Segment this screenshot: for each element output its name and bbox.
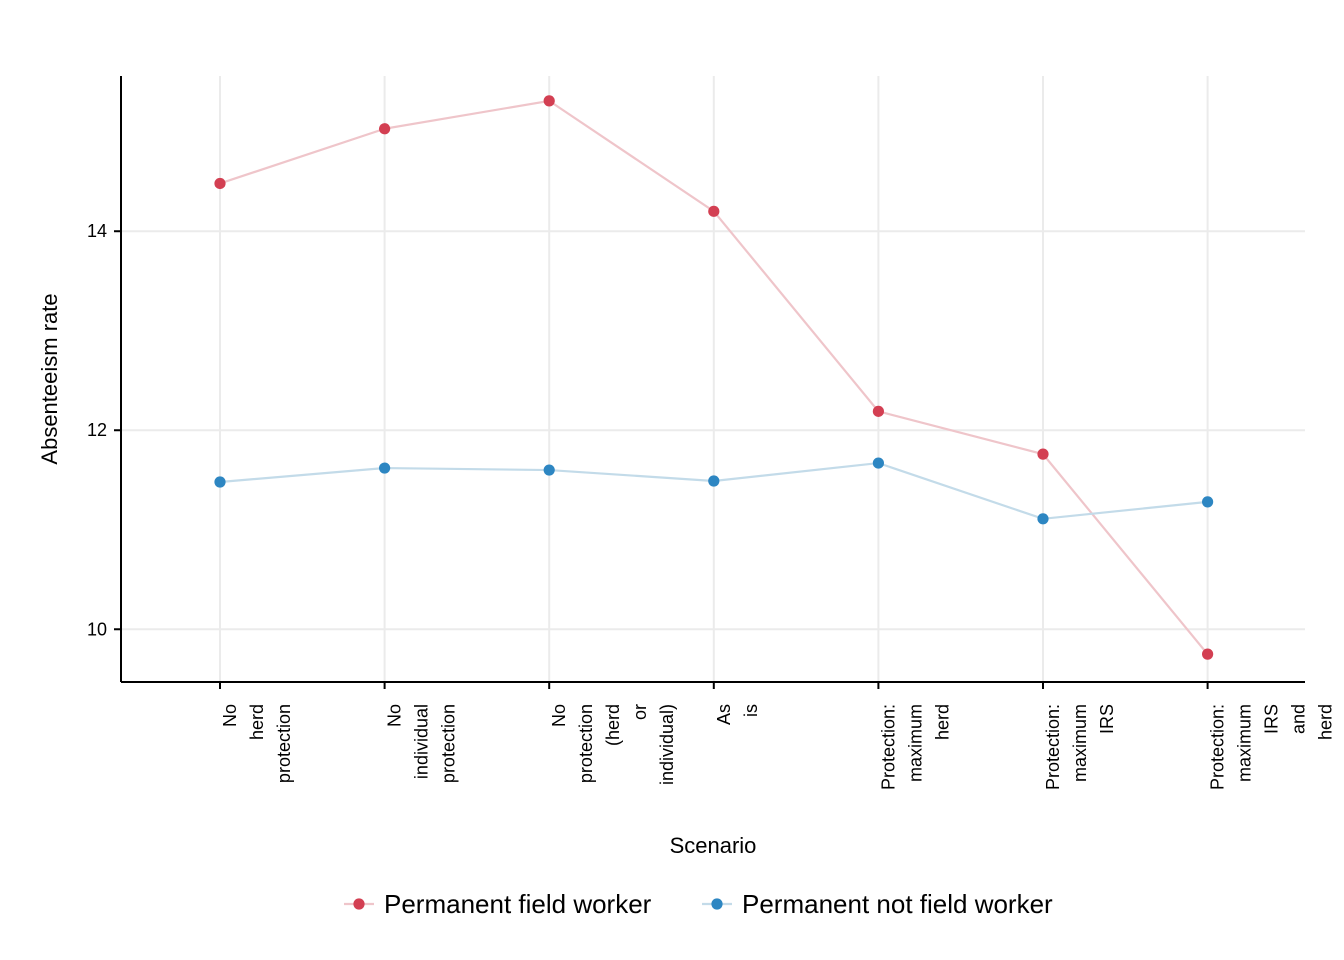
y-tick-label: 14 — [87, 221, 107, 241]
y-tick-label: 10 — [87, 619, 107, 639]
data-point — [379, 123, 391, 135]
data-point — [1037, 513, 1049, 525]
x-tick-label: IRS — [1262, 704, 1282, 734]
x-tick-label: and — [1289, 704, 1309, 734]
legend-key-point — [711, 898, 723, 910]
x-tick-label: maximum — [1235, 704, 1255, 782]
data-point — [1202, 648, 1214, 660]
y-ticks: 10 12 14 — [87, 221, 121, 639]
data-point — [1037, 448, 1049, 460]
data-point — [379, 462, 391, 474]
x-tick-label: herd — [932, 704, 952, 740]
x-tick-label: Protection: — [1043, 704, 1063, 790]
x-axis-title: Scenario — [670, 833, 757, 858]
x-tick-label: individual) — [657, 704, 677, 785]
x-tick-label: No — [385, 704, 405, 727]
x-tick-label: Protection: — [1208, 704, 1228, 790]
series-points — [214, 95, 1214, 660]
data-point — [543, 464, 555, 476]
legend: Permanent field worker Permanent not fiel… — [344, 889, 1053, 919]
x-tick-label: No — [549, 704, 569, 727]
x-tick-label: maximum — [905, 704, 925, 782]
x-tick-label: herd — [1316, 704, 1336, 740]
x-tick-label: individual — [412, 704, 432, 779]
data-point — [708, 475, 720, 487]
x-tick-label: Protection: — [878, 704, 898, 790]
x-tick-label: protection — [274, 704, 294, 783]
x-tick-label: As — [714, 704, 734, 725]
x-tick-label: protection — [439, 704, 459, 783]
x-tick-label: maximum — [1070, 704, 1090, 782]
x-tick-label: IRS — [1097, 704, 1117, 734]
x-tick-label: (herd — [603, 704, 623, 746]
x-ticks: No herd protection No individual protection No… — [219, 682, 1336, 790]
data-point — [872, 457, 885, 469]
x-tick-label: herd — [247, 704, 267, 740]
data-point — [214, 476, 226, 488]
legend-key-point — [353, 898, 365, 910]
legend-label: Permanent field worker — [384, 889, 652, 919]
x-tick-label: protection — [576, 704, 596, 783]
y-tick-label: 12 — [87, 420, 107, 440]
data-point — [708, 205, 720, 217]
x-tick-label: No — [220, 704, 240, 727]
y-axis-title: Absenteeism rate — [37, 293, 62, 464]
data-point — [872, 405, 885, 417]
x-tick-label: or — [630, 704, 650, 720]
data-point — [214, 177, 226, 190]
data-point — [1202, 496, 1214, 508]
legend-label: Permanent not field worker — [742, 889, 1053, 919]
grid-lines — [121, 76, 1305, 682]
x-tick-label: is — [741, 704, 761, 717]
data-point — [543, 95, 555, 107]
